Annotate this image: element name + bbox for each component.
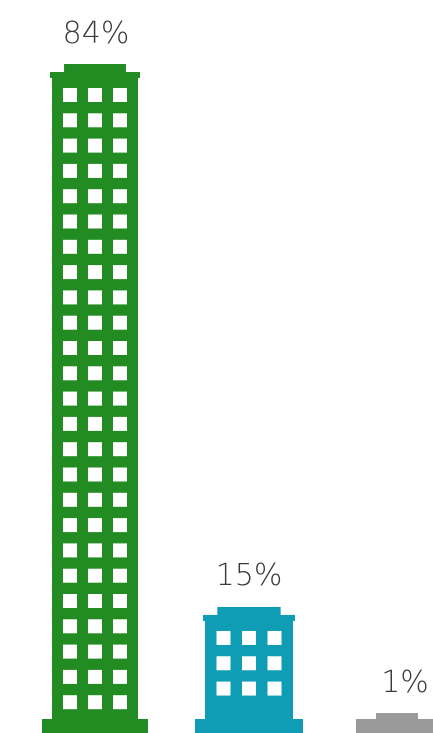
bar-2-window [242,681,256,696]
bar-1-window [88,644,102,659]
bar-1-window [113,113,127,128]
bar-1-window [63,492,77,507]
bar-1-window [63,315,77,330]
bar-1-window [63,265,77,280]
bar-1-window [88,214,102,229]
bar-1-window [88,239,102,254]
bar-1-window [63,644,77,659]
bar-2-window [216,681,231,696]
bar-2-window [242,656,256,671]
bar-1-window [88,492,102,507]
bar-1-window [113,290,127,305]
bar-1-window [113,669,127,684]
bar-1-window [113,695,127,710]
bar-1-window [88,366,102,381]
bar-1-window [113,366,127,381]
bar-1-window [88,518,102,533]
value-label-2: 15% [216,558,283,593]
bar-1-window [63,518,77,533]
bar-1-window [113,442,127,457]
bar-1-window [88,290,102,305]
bar-1-window [63,163,77,178]
bar-1-window [88,88,102,102]
bar-1-window [88,442,102,457]
bar-1-window [113,619,127,634]
bar-1-window [63,695,77,710]
bar-1-window [113,214,127,229]
bar-2-window [242,630,256,645]
bar-3 [356,719,433,733]
value-label-1: 84% [63,16,130,51]
bar-1-window [113,239,127,254]
bar-1-window [63,543,77,558]
bar-1-window [88,695,102,710]
bar-1-window [63,568,77,583]
bar-1-window [88,189,102,204]
bar-roof-cap-3 [376,713,418,719]
bar-1-window [88,594,102,608]
bar-1-window [113,467,127,482]
bar-1-window [113,315,127,330]
bar-1-window [113,568,127,583]
bar-1-window [113,416,127,431]
bar-1-window [63,594,77,608]
bar-2-window [267,630,282,645]
bar-1-window [88,669,102,684]
bar-1-window [88,568,102,583]
bar-1-window [63,619,77,634]
bar-1-window [63,467,77,482]
bar-1-window [113,594,127,608]
bar-1-window [113,341,127,355]
bar-1-window [113,265,127,280]
bar-1-window [88,315,102,330]
bar-1-window [63,88,77,102]
bar-1-window [63,138,77,153]
bar-2-window [267,656,282,671]
bar-1-window [88,467,102,482]
value-label-3: 1% [381,665,429,700]
bar-1-window [113,189,127,204]
bar-roof-cap-1 [64,64,126,72]
bar-1-window [88,113,102,128]
bar-roof-cap-2 [217,606,281,615]
bar-2-window [267,681,282,696]
bar-2-window [216,656,231,671]
bar-1-window [63,366,77,381]
bar-1-window [113,391,127,406]
bar-1-window [113,518,127,533]
bar-1-window [63,416,77,431]
bar-1-window [63,290,77,305]
bar-1-window [63,391,77,406]
bar-1-window [63,239,77,254]
bar-1-window [88,163,102,178]
bar-1-window [63,214,77,229]
bar-1-window [88,619,102,634]
bar-1-window [88,543,102,558]
bar-1-window [63,113,77,128]
bar-1-window [63,442,77,457]
bar-1-window [88,391,102,406]
bar-2-window [216,630,231,645]
bar-1-window [63,669,77,684]
bar-1-window [113,644,127,659]
bar-1-window [113,492,127,507]
bar-1-window [113,163,127,178]
bar-1-window [88,138,102,153]
bar-1-window [88,416,102,431]
bar-1-window [113,138,127,153]
bar-1-window [88,341,102,355]
bar-1-window [113,543,127,558]
bar-base-2 [195,719,303,733]
bar-1-window [88,265,102,280]
bar-1-window [63,341,77,355]
bar-base-1 [42,719,148,733]
bar-1-window [63,189,77,204]
bar-1-window [113,88,127,102]
